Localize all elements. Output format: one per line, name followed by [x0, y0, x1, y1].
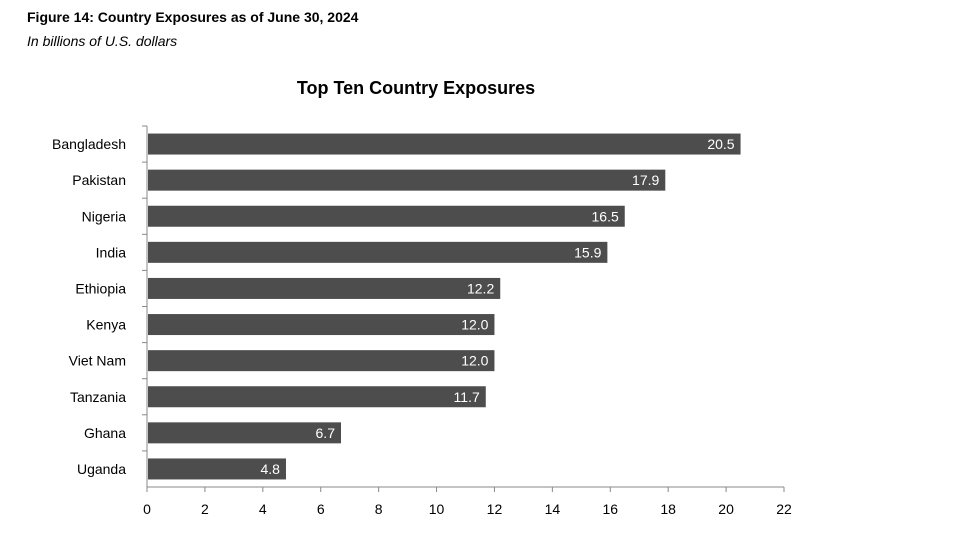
- bar-tanzania: [148, 386, 486, 408]
- figure-subtitle: In billions of U.S. dollars: [27, 33, 178, 49]
- data-label: 17.9: [632, 172, 659, 188]
- x-tick-label: 18: [660, 501, 676, 517]
- bar-india: [148, 241, 608, 263]
- bar-ghana: [148, 422, 341, 444]
- x-tick-label: 0: [143, 501, 151, 517]
- data-label: 4.8: [261, 461, 281, 477]
- data-label: 12.0: [461, 317, 488, 333]
- data-label: 15.9: [574, 244, 601, 260]
- data-label: 20.5: [707, 136, 734, 152]
- category-label: Kenya: [86, 317, 126, 333]
- category-label: India: [96, 244, 127, 260]
- category-label: Uganda: [77, 461, 126, 477]
- x-tick-label: 16: [602, 501, 618, 517]
- x-tick-label: 6: [317, 501, 325, 517]
- figure-title: Figure 14: Country Exposures as of June …: [27, 9, 359, 25]
- category-label: Viet Nam: [69, 353, 126, 369]
- category-label: Nigeria: [82, 208, 127, 224]
- x-tick-label: 12: [487, 501, 503, 517]
- data-label: 16.5: [592, 208, 619, 224]
- category-label: Tanzania: [70, 389, 126, 405]
- data-label: 12.0: [461, 353, 488, 369]
- x-tick-label: 22: [776, 501, 792, 517]
- x-tick-label: 2: [201, 501, 209, 517]
- bar-ethiopia: [148, 277, 501, 299]
- x-tick-label: 8: [375, 501, 383, 517]
- x-tick-label: 10: [429, 501, 445, 517]
- bar-uganda: [148, 458, 286, 480]
- bar-bangladesh: [148, 133, 741, 155]
- data-label: 11.7: [454, 389, 480, 405]
- category-label: Pakistan: [72, 172, 126, 188]
- x-tick-label: 4: [259, 501, 267, 517]
- bar-pakistan: [148, 169, 666, 191]
- bar-nigeria: [148, 205, 625, 227]
- chart-title: Top Ten Country Exposures: [297, 78, 535, 98]
- category-label: Bangladesh: [52, 136, 126, 152]
- bar-kenya: [148, 314, 495, 336]
- x-tick-label: 14: [545, 501, 561, 517]
- category-label: Ghana: [84, 425, 126, 441]
- data-label: 12.2: [467, 280, 494, 296]
- x-tick-label: 20: [718, 501, 734, 517]
- category-label: Ethiopia: [75, 280, 126, 296]
- data-label: 6.7: [316, 425, 336, 441]
- bar-viet-nam: [148, 350, 495, 372]
